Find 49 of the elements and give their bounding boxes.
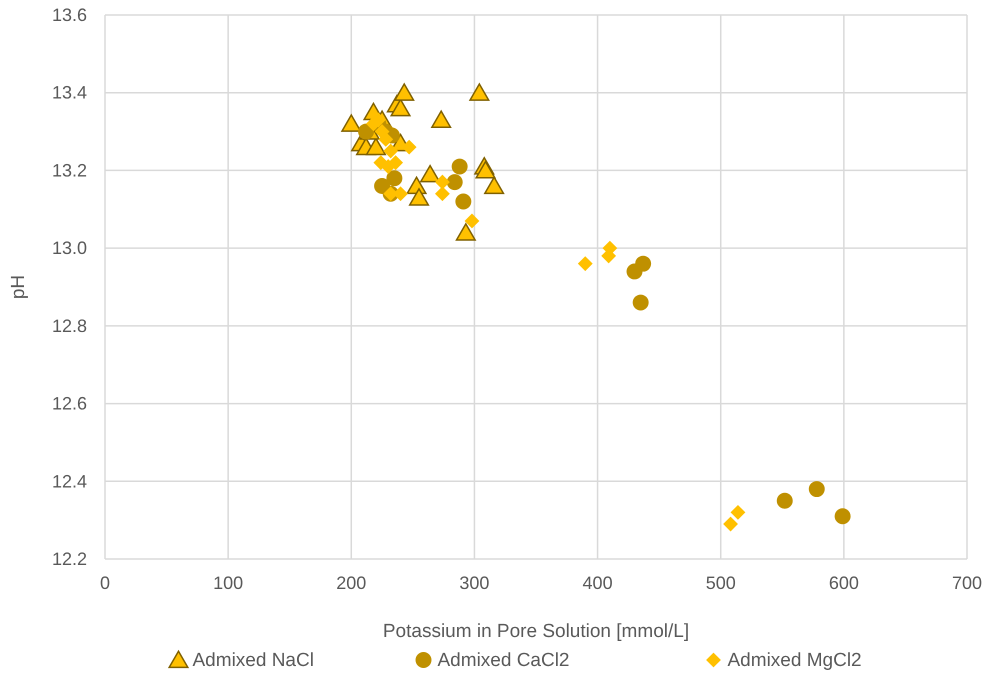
point bbox=[431, 110, 452, 128]
legend-label: Admixed MgCl2 bbox=[728, 650, 862, 671]
x-tick-label: 500 bbox=[706, 573, 736, 593]
x-tick-label: 100 bbox=[213, 573, 244, 593]
point bbox=[435, 174, 450, 190]
point bbox=[383, 144, 398, 158]
point bbox=[446, 174, 463, 190]
point bbox=[464, 214, 480, 228]
point bbox=[366, 138, 386, 156]
x-tick-label: 300 bbox=[459, 573, 490, 593]
y-tick-label: 12.6 bbox=[52, 394, 87, 414]
legend-label: Admixed CaCl2 bbox=[438, 650, 570, 671]
x-tick-label: 700 bbox=[952, 573, 982, 593]
point bbox=[456, 223, 476, 241]
legend-label: Admixed NaCl bbox=[192, 650, 314, 671]
point bbox=[469, 83, 490, 101]
y-tick-label: 12.2 bbox=[52, 549, 87, 569]
y-tick-label: 13.2 bbox=[52, 160, 87, 180]
point bbox=[388, 155, 404, 170]
point bbox=[776, 492, 793, 509]
point bbox=[378, 132, 394, 147]
point bbox=[408, 188, 430, 206]
point bbox=[455, 194, 472, 210]
y-tick-label: 13.6 bbox=[52, 5, 87, 25]
point bbox=[341, 114, 362, 132]
point bbox=[420, 164, 440, 182]
x-tick-label: 400 bbox=[582, 573, 613, 593]
x-axis-title: Potassium in Pore Solution [mmol/L] bbox=[382, 621, 690, 642]
y-tick-label: 13.0 bbox=[52, 238, 87, 258]
point bbox=[394, 83, 414, 101]
point bbox=[723, 516, 738, 532]
x-tick-label: 0 bbox=[100, 573, 110, 593]
point bbox=[435, 186, 450, 202]
point bbox=[834, 508, 851, 524]
x-tick-label: 600 bbox=[828, 573, 859, 593]
point bbox=[632, 294, 649, 311]
y-tick-label: 12.4 bbox=[52, 471, 87, 492]
point bbox=[452, 158, 468, 175]
point bbox=[386, 170, 402, 186]
y-tick-label: 13.4 bbox=[52, 82, 87, 103]
y-axis-title: pH bbox=[8, 274, 29, 300]
y-tick-label: 12.8 bbox=[52, 316, 87, 336]
point bbox=[390, 98, 411, 116]
point bbox=[578, 256, 593, 272]
point bbox=[475, 160, 496, 179]
point bbox=[730, 504, 746, 520]
point bbox=[808, 481, 825, 498]
point bbox=[635, 256, 652, 272]
x-tick-label: 200 bbox=[336, 573, 366, 593]
